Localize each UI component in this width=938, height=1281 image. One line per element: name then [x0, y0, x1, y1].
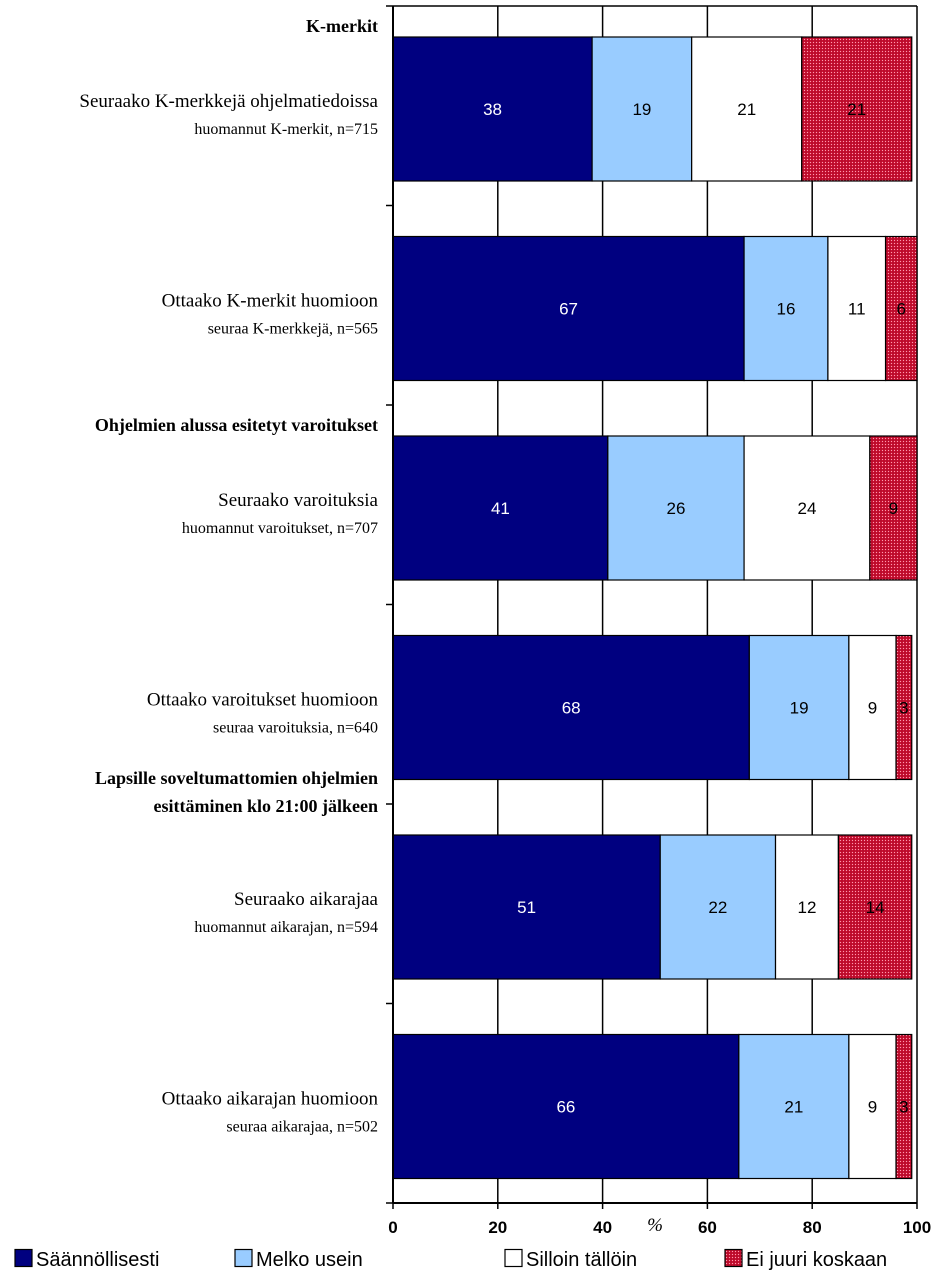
legend-label: Silloin tällöin — [526, 1249, 637, 1271]
data-label: 26 — [666, 499, 685, 518]
category-sublabel: seuraa K-merkkejä, n=565 — [208, 321, 378, 338]
data-label: 38 — [483, 100, 502, 119]
x-axis-label: % — [647, 1215, 663, 1236]
legend-label: Ei juuri koskaan — [746, 1249, 887, 1271]
legend-swatch — [504, 1248, 523, 1268]
data-label: 21 — [737, 100, 756, 119]
group-title: esittäminen klo 21:00 jälkeen — [154, 796, 379, 816]
category-sublabel: seuraa varoituksia, n=640 — [213, 720, 378, 737]
category-label: Seuraako varoituksia — [218, 490, 378, 511]
bar-segment — [738, 1033, 850, 1180]
data-label: 24 — [797, 499, 816, 518]
category-label: Ottaako K-merkit huomioon — [162, 291, 379, 312]
category-sublabel: seuraa aikarajaa, n=502 — [226, 1119, 378, 1136]
bar-segment — [827, 235, 887, 382]
bar-segment — [801, 36, 913, 182]
group-title: Lapsille soveltumattomien ohjelmien — [95, 768, 378, 788]
bar-segment — [869, 435, 918, 581]
data-label: 9 — [868, 1098, 877, 1117]
data-label: 14 — [866, 898, 885, 917]
bar-segment — [848, 1033, 897, 1180]
bar-segment — [748, 634, 850, 781]
bar-segment — [691, 36, 803, 182]
data-label: 19 — [790, 699, 809, 718]
data-label: 9 — [868, 699, 877, 718]
x-tick-label: 40 — [593, 1218, 612, 1237]
category-labels: Seuraako K-merkkejä ohjelmatiedoissa huom… — [79, 16, 378, 1136]
x-tick-label: 80 — [803, 1218, 822, 1237]
legend-swatch — [234, 1248, 253, 1268]
gridlines — [393, 5, 918, 1203]
category-label: Seuraako aikarajaa — [234, 889, 379, 910]
data-label: 3 — [899, 699, 908, 718]
data-label: 21 — [784, 1098, 803, 1117]
bar-segment — [895, 1033, 913, 1180]
data-label: 68 — [562, 699, 581, 718]
legend-swatch — [724, 1248, 743, 1268]
bar-segment — [743, 435, 871, 581]
bar-segment — [392, 834, 661, 980]
bars: 38 19 21 21 67 16 11 6 41 26 24 9 68 19 9 3 51 22 12 14 66 21… — [392, 36, 918, 1180]
category-label: Ottaako varoitukset huomioon — [147, 690, 379, 711]
x-tick-label: 60 — [698, 1218, 717, 1237]
data-label: 9 — [889, 499, 898, 518]
data-label: 51 — [517, 898, 536, 917]
category-sublabel: huomannut aikarajan, n=594 — [194, 919, 378, 936]
data-label: 22 — [708, 898, 727, 917]
bar-segment — [659, 834, 777, 980]
legend-label: Melko usein — [256, 1249, 363, 1271]
bar-segment — [392, 634, 750, 781]
bar-segment — [392, 435, 609, 581]
bar-segment — [837, 834, 913, 980]
category-sublabel: huomannut K-merkit, n=715 — [194, 121, 378, 138]
bar-segment — [895, 634, 913, 781]
data-label: 16 — [777, 300, 796, 319]
bar-segment — [607, 435, 745, 581]
category-label: Ottaako aikarajan huomioon — [162, 1089, 379, 1110]
data-label: 66 — [556, 1098, 575, 1117]
legend-swatch — [14, 1248, 33, 1268]
bar-segment — [392, 36, 593, 182]
axes: 0 20 40 60 80 100% — [386, 5, 931, 1237]
x-tick-label: 100 — [903, 1218, 931, 1237]
data-label: 12 — [797, 898, 816, 917]
data-label: 67 — [559, 300, 578, 319]
bar-segment — [774, 834, 840, 980]
bar-segment — [743, 235, 829, 382]
data-label: 21 — [847, 100, 866, 119]
data-label: 3 — [899, 1098, 908, 1117]
legend-label: Säännöllisesti — [36, 1249, 159, 1271]
bar-segment — [392, 235, 745, 382]
bar-segment — [884, 235, 918, 382]
category-label: Seuraako K-merkkejä ohjelmatiedoissa — [79, 91, 378, 112]
data-label: 19 — [632, 100, 651, 119]
data-label: 41 — [491, 499, 510, 518]
x-tick-label: 0 — [388, 1218, 397, 1237]
category-sublabel: huomannut varoitukset, n=707 — [182, 520, 378, 537]
group-title: Ohjelmien alussa esitetyt varoitukset — [95, 415, 378, 435]
data-label: 11 — [848, 300, 866, 319]
legend: Säännöllisesti Melko usein Silloin tällöin… — [14, 1248, 887, 1271]
data-label: 6 — [897, 300, 906, 319]
group-title: K-merkit — [306, 16, 378, 36]
x-tick-label: 20 — [488, 1218, 507, 1237]
